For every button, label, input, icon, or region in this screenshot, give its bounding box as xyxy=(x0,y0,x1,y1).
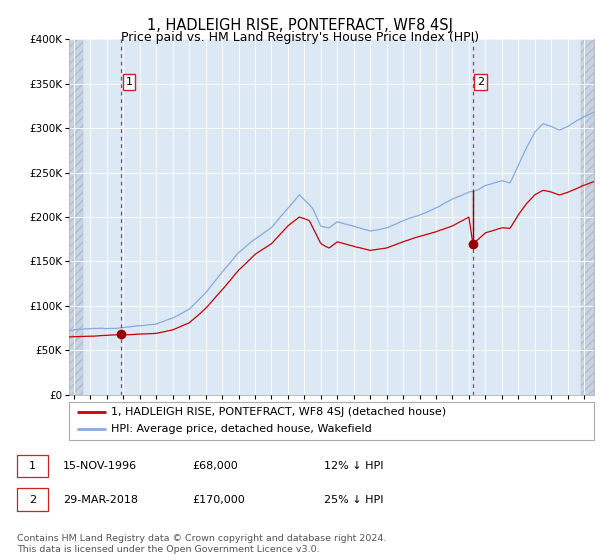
Text: 2: 2 xyxy=(29,494,36,505)
Text: 2: 2 xyxy=(477,77,484,87)
Bar xyxy=(69,39,83,395)
Text: £170,000: £170,000 xyxy=(192,494,245,505)
Text: 1: 1 xyxy=(125,77,133,87)
Text: Price paid vs. HM Land Registry's House Price Index (HPI): Price paid vs. HM Land Registry's House … xyxy=(121,31,479,44)
Text: 1, HADLEIGH RISE, PONTEFRACT, WF8 4SJ (detached house): 1, HADLEIGH RISE, PONTEFRACT, WF8 4SJ (d… xyxy=(111,407,446,417)
Bar xyxy=(69,39,83,395)
Text: 1: 1 xyxy=(29,461,36,471)
Text: 1, HADLEIGH RISE, PONTEFRACT, WF8 4SJ: 1, HADLEIGH RISE, PONTEFRACT, WF8 4SJ xyxy=(147,18,453,33)
Text: 29-MAR-2018: 29-MAR-2018 xyxy=(63,494,138,505)
FancyBboxPatch shape xyxy=(69,402,594,440)
Text: HPI: Average price, detached house, Wakefield: HPI: Average price, detached house, Wake… xyxy=(111,424,372,435)
Text: 15-NOV-1996: 15-NOV-1996 xyxy=(63,461,137,471)
Bar xyxy=(581,39,594,395)
Text: 25% ↓ HPI: 25% ↓ HPI xyxy=(324,494,383,505)
Text: £68,000: £68,000 xyxy=(192,461,238,471)
Text: Contains HM Land Registry data © Crown copyright and database right 2024.
This d: Contains HM Land Registry data © Crown c… xyxy=(17,534,386,554)
Text: 12% ↓ HPI: 12% ↓ HPI xyxy=(324,461,383,471)
Bar xyxy=(581,39,594,395)
